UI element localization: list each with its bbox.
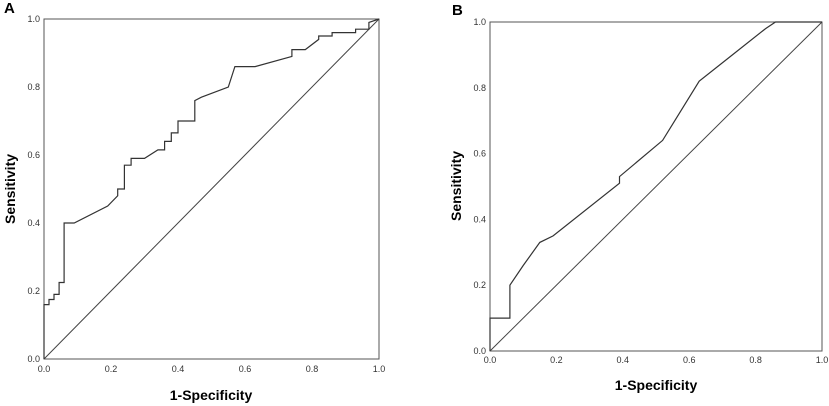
x-tick-label: 0.6 [239,364,252,374]
y-tick-label: 0.2 [473,280,486,290]
y-tick-label: 0.0 [27,354,40,364]
y-tick-label: 0.2 [27,286,40,296]
reference-line-a [43,18,380,360]
roc-panel-b: B 0.0 0.2 0.4 0.6 0.8 1.0 0.0 0.2 0.4 0.6 0.8 1.0 1… [448,2,828,393]
x-tick-label: 0.0 [484,355,497,365]
y-tick-label: 0.4 [473,214,486,224]
x-tick-label: 0.4 [172,364,185,374]
reference-line-b [489,21,823,352]
y-tick-label: 1.0 [27,14,40,24]
y-tick-label: 0.4 [27,218,40,228]
ticks-b: 0.0 0.2 0.4 0.6 0.8 1.0 0.0 0.2 0.4 0.6 0.8 1.0 [473,17,828,365]
plot-frame-a [43,18,380,360]
panel-label-b: B [452,2,463,19]
x-tick-label: 0.2 [105,364,118,374]
y-axis-title-b: Sensitivity [448,151,464,221]
panel-label-a: A [4,0,15,17]
plot-frame-b [489,21,823,352]
y-tick-label: 1.0 [473,17,486,27]
x-tick-label: 0.2 [550,355,563,365]
y-tick-label: 0.6 [27,150,40,160]
ticks-a: 0.0 0.2 0.4 0.6 0.8 1.0 0.0 0.2 0.4 0.6 0.8 1.0 [27,14,385,374]
y-axis-title-a: Sensitivity [2,154,18,224]
y-tick-label: 0.6 [473,149,486,159]
x-tick-label: 1.0 [373,364,386,374]
x-tick-label: 1.0 [816,355,829,365]
x-tick-label: 0.0 [38,364,51,374]
roc-curve-a [43,18,380,359]
x-tick-label: 0.4 [617,355,630,365]
roc-curve-b [489,21,822,351]
x-axis-title-a: 1-Specificity [170,387,253,403]
x-tick-label: 0.6 [683,355,696,365]
y-tick-label: 0.8 [473,83,486,93]
x-tick-label: 0.8 [306,364,319,374]
x-axis-title-b: 1-Specificity [615,377,698,393]
y-tick-label: 0.8 [27,82,40,92]
roc-panel-a: A 0.0 0.2 0.4 0.6 0.8 1.0 0.0 0.2 0.4 0.6 0.8 1.0 1… [2,0,385,403]
y-tick-label: 0.0 [473,346,486,356]
x-tick-label: 0.8 [749,355,762,365]
